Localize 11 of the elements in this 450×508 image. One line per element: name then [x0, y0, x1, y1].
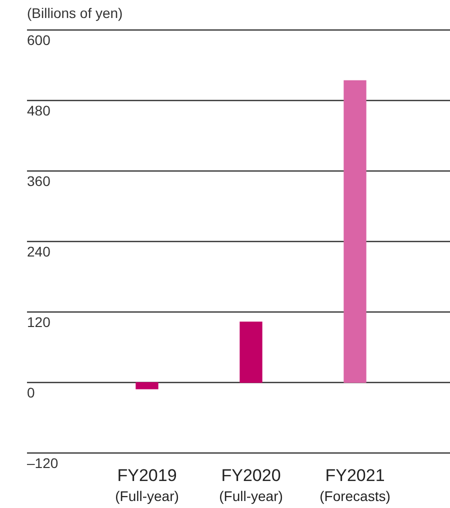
- x-tick-label: FY2021 (Forecasts): [320, 466, 390, 504]
- y-tick-label: 600: [27, 32, 51, 48]
- y-tick-label: 360: [27, 172, 51, 189]
- x-tick-label: FY2020 (Full-year): [219, 466, 283, 504]
- y-tick-label: –120: [27, 454, 58, 471]
- y-tick-label: 240: [27, 243, 51, 260]
- y-tick-label: 480: [27, 102, 51, 118]
- y-axis-title: (Billions of yen): [27, 5, 123, 21]
- y-tick-label: 120: [27, 314, 51, 330]
- x-tick-label: FY2019 (Full-year): [115, 466, 179, 504]
- y-tick-label: 0: [27, 384, 35, 400]
